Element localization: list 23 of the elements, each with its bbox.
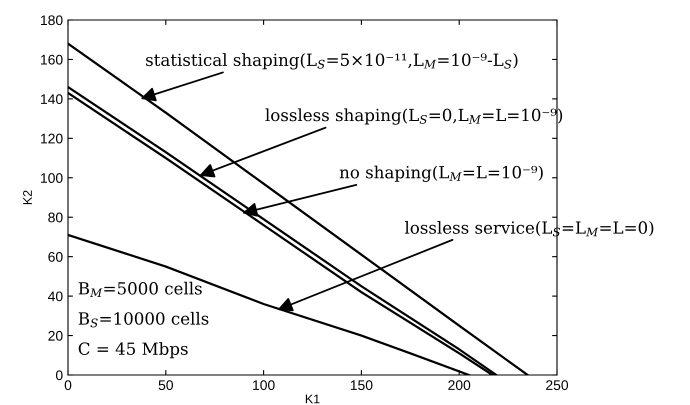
annotation: C = 45 Mbps	[78, 342, 188, 358]
x-tick-label: 250	[546, 380, 568, 390]
annotation: statistical shaping(L$_{S}$=5×10⁻¹¹,L$_{M}$=10⁻⁹-L$_{S}$)	[146, 53, 518, 70]
x-tick-label: 0	[64, 380, 72, 390]
y-tick-label: 40	[48, 291, 63, 302]
y-tick-label: 180	[41, 15, 63, 26]
x-axis-title: K1	[306, 394, 320, 404]
y-tick-label: 140	[41, 94, 63, 104]
y-tick-label: 20	[48, 330, 63, 341]
annotation: no shaping(L$_{M}$=L=10⁻⁹)	[340, 166, 543, 182]
y-tick-label: 0	[56, 370, 63, 380]
y-tick-label: 80	[48, 212, 63, 222]
y-axis-title: K2	[23, 190, 32, 204]
annotation: B$_{S}$=10000 cells	[78, 312, 208, 328]
annotation: B$_{M}$=5000 cells	[78, 282, 202, 297]
x-tick-label: 200	[448, 380, 470, 390]
x-tick-label: 150	[350, 380, 372, 390]
x-tick-label: 50	[158, 380, 173, 390]
y-tick-label: 100	[41, 173, 63, 183]
y-tick-label: 60	[48, 252, 63, 262]
y-tick-label: 160	[41, 54, 63, 65]
y-tick-label: 120	[41, 134, 63, 144]
x-tick-label: 100	[253, 380, 275, 390]
